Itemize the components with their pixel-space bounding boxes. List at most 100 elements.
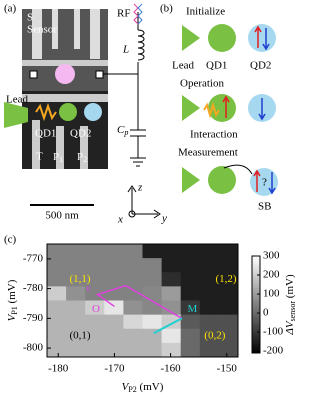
axes-icon <box>127 185 161 219</box>
colorbar-step <box>252 289 260 293</box>
heat-cell <box>180 286 201 301</box>
heat-cell <box>199 328 220 344</box>
heat-cell <box>104 300 124 316</box>
colorbar-step <box>252 309 260 313</box>
step-title: Initialize <box>186 6 225 18</box>
panel-b: (b) Initialize Lead QD1 QD2 Operation In… <box>160 3 278 213</box>
heat-cell <box>180 328 201 344</box>
heat-cell <box>66 272 86 287</box>
colorbar-step <box>252 340 260 344</box>
x-axis-label: P2 <box>128 385 136 394</box>
label: L <box>122 44 129 56</box>
heat-cell <box>161 258 182 273</box>
heat-cell <box>218 300 239 316</box>
colorbar-step <box>252 304 260 308</box>
heat-cell <box>180 258 201 273</box>
x-axis-label: V <box>122 381 130 393</box>
heat-cell <box>199 300 220 316</box>
heat-cell <box>142 258 163 273</box>
heat-cell <box>199 258 220 273</box>
y-tick-label: -800 <box>23 342 44 354</box>
y-axis-label: P1 <box>10 306 19 314</box>
spin-up <box>253 169 261 192</box>
colorbar-step <box>252 282 260 286</box>
spin-down <box>258 98 266 121</box>
colorbar-step <box>252 263 260 267</box>
colorbar-step <box>252 350 260 354</box>
label: Interaction <box>190 129 238 141</box>
heat-cell <box>180 244 201 259</box>
heat-cell <box>85 314 105 330</box>
rf-signal <box>137 3 143 25</box>
colorbar-step <box>252 270 260 274</box>
y-axis-label: VP1 (mV) <box>6 279 19 321</box>
spin-up <box>254 25 262 48</box>
heat-cell <box>123 272 143 287</box>
colorbar-step <box>252 292 260 296</box>
x-tick-label: -180 <box>48 363 69 375</box>
label: T <box>36 151 43 163</box>
heat-cell <box>66 258 86 273</box>
colorbar-step <box>252 268 260 272</box>
label: QD1 <box>35 128 56 140</box>
annotation: O <box>92 303 100 315</box>
colorbar-step <box>252 319 260 322</box>
heat-cell <box>142 342 163 358</box>
colorbar-step <box>252 306 260 310</box>
colorbar-step <box>252 311 260 315</box>
heat-cell <box>180 300 201 316</box>
spin-up <box>222 95 230 118</box>
gate <box>32 120 40 169</box>
colorbar-step <box>252 287 260 291</box>
panel-label: (c) <box>4 234 17 246</box>
heat-cell <box>199 272 220 287</box>
heat-cell <box>85 328 105 344</box>
contact <box>29 70 38 79</box>
label: RF <box>117 8 130 20</box>
lead <box>4 102 28 128</box>
heat-cell <box>104 314 124 330</box>
y-tick-label: -770 <box>23 252 44 264</box>
colorbar-step <box>252 260 260 264</box>
gate <box>90 9 100 59</box>
heat-cell <box>218 342 239 358</box>
heat-cell <box>47 342 67 358</box>
heat-cell <box>199 314 220 330</box>
gate <box>56 126 64 169</box>
heat-cell <box>180 342 201 358</box>
sensor-dot <box>55 64 75 84</box>
colorbar-tick-label: -200 <box>263 345 284 357</box>
panel-c: (c) -180 -170 -160 -150 -800 -790 -780 -770 -200… <box>4 234 297 394</box>
y-axis-label: (mV) <box>6 279 18 306</box>
heat-cell <box>123 328 143 344</box>
heat-cell <box>180 314 201 330</box>
colorbar-step <box>252 336 260 339</box>
label: QD1 <box>206 60 227 72</box>
heat-cell <box>47 314 67 330</box>
heat-cell <box>66 244 86 259</box>
label: P1 <box>53 151 63 164</box>
colorbar-step <box>252 277 260 281</box>
step-title: Measurement <box>178 147 238 159</box>
qd1 <box>59 103 77 121</box>
heat-cell <box>66 328 86 344</box>
label: S <box>27 12 33 24</box>
x-axis-label: (mV) <box>137 381 164 393</box>
colorbar-frame <box>251 255 261 354</box>
heat-cell <box>142 286 163 301</box>
heat-cell <box>66 286 86 301</box>
colorbar-label: (mV) <box>284 274 296 301</box>
measure-path <box>153 317 183 335</box>
colorbar-step <box>252 331 260 335</box>
gate <box>22 60 108 66</box>
colorbar-step <box>252 302 260 305</box>
rf-signal <box>133 3 139 25</box>
colorbar-tick-label: 100 <box>263 288 280 300</box>
annotation: (0,1) <box>69 330 90 342</box>
heat-cell <box>104 258 124 273</box>
label: SB <box>258 201 271 213</box>
label: P <box>53 151 59 163</box>
annotation: (1,1) <box>69 273 90 285</box>
label: 1 <box>59 155 63 164</box>
label: y <box>161 213 167 225</box>
